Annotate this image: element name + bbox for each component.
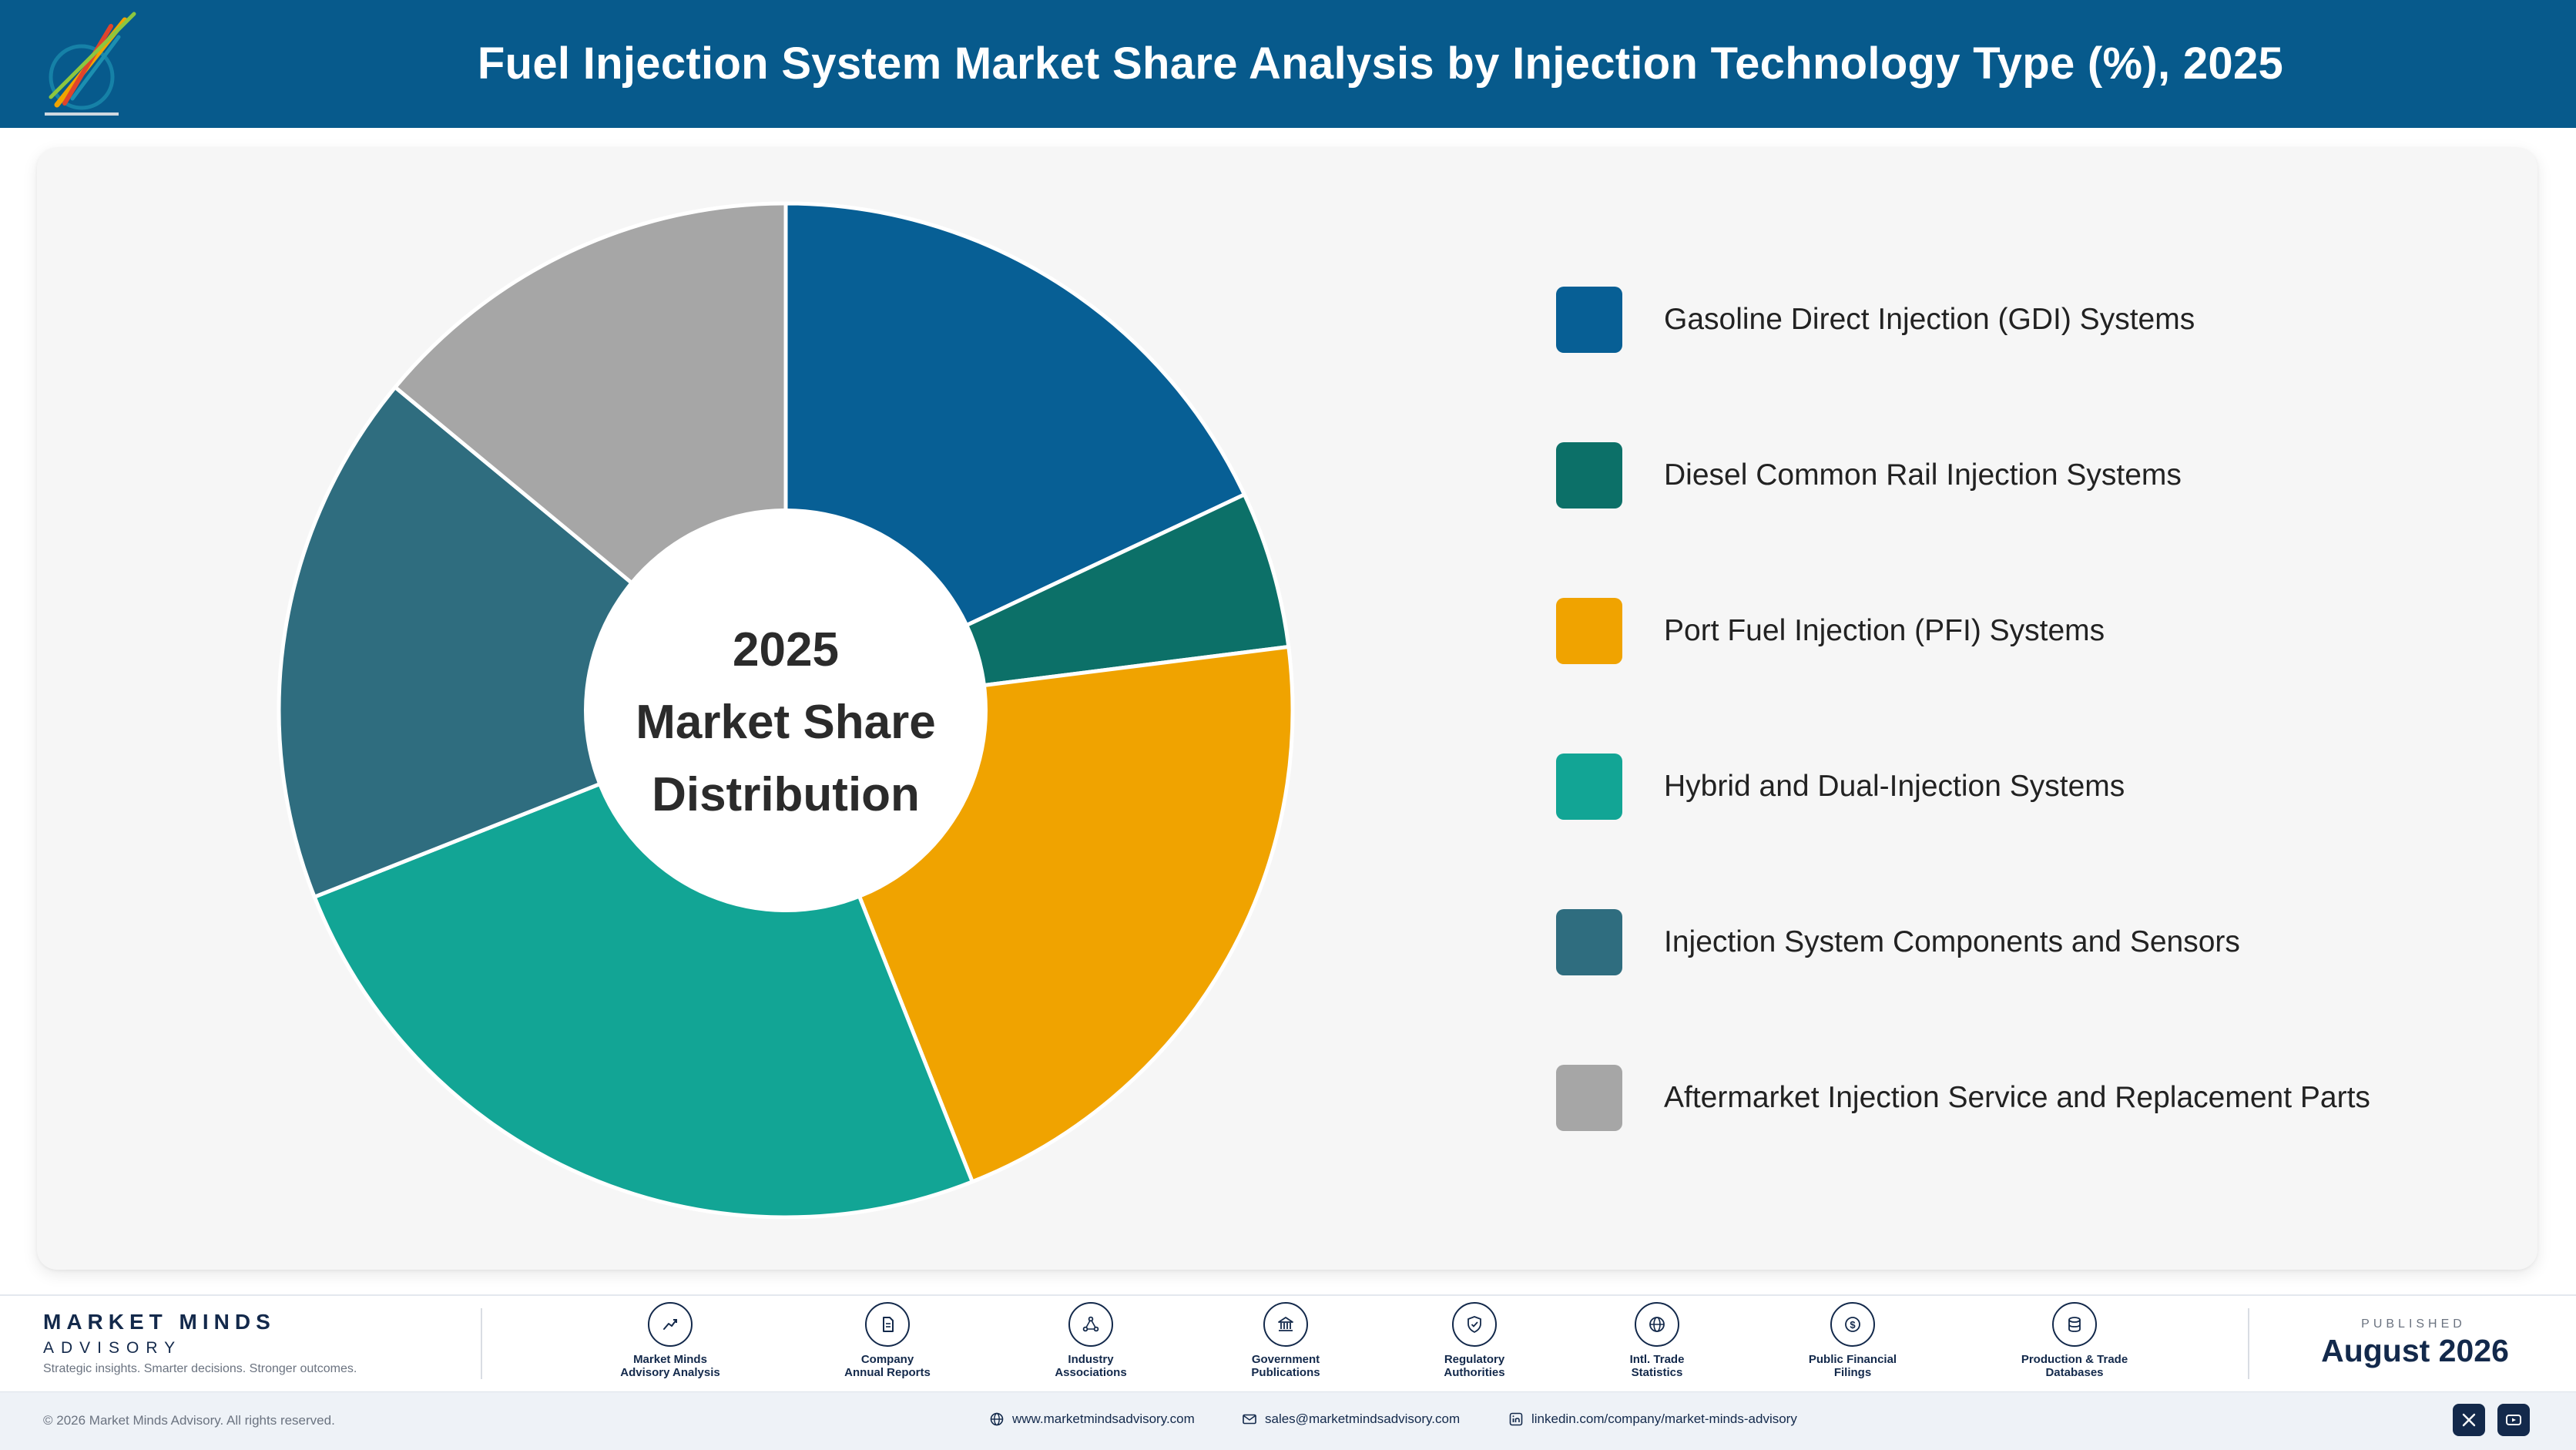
legend-label: Aftermarket Injection Service and Replac…	[1664, 1081, 2370, 1114]
globe-icon	[990, 1412, 1004, 1426]
mail-icon	[1243, 1414, 1256, 1425]
published-label: PUBLISHED	[2361, 1317, 2466, 1331]
source-label: Public Financial Filings	[1808, 1353, 1897, 1379]
footer-brand-tagline: Strategic insights. Smarter decisions. S…	[43, 1362, 357, 1375]
source-label: Government Publications	[1251, 1353, 1320, 1379]
dollar-coin-icon: $	[1830, 1302, 1875, 1347]
database-icon	[2052, 1302, 2097, 1347]
website-link[interactable]: www.marketmindsadvisory.com	[989, 1411, 1195, 1427]
legend-swatch	[1556, 754, 1622, 820]
source-item: Intl. Trade Statistics	[1557, 1302, 1757, 1379]
source-label: Regulatory Authorities	[1444, 1353, 1505, 1379]
linkedin-text: linkedin.com/company/market-minds-adviso…	[1531, 1411, 1797, 1426]
network-icon	[1068, 1302, 1113, 1347]
source-item: Production & Trade Databases	[1974, 1302, 2175, 1379]
legend-item: Port Fuel Injection (PFI) Systems	[1556, 598, 2480, 666]
source-item: Industry Associations	[991, 1302, 1191, 1379]
legend-swatch	[1556, 909, 1622, 975]
source-label: Company Annual Reports	[844, 1353, 931, 1379]
source-label: Production & Trade Databases	[2021, 1353, 2128, 1379]
x-logo-icon	[2462, 1413, 2476, 1427]
legend-label: Port Fuel Injection (PFI) Systems	[1664, 614, 2105, 647]
source-item: Market Minds Advisory Analysis	[570, 1302, 770, 1379]
footer-divider	[2248, 1308, 2249, 1379]
trend-chart-icon	[648, 1302, 693, 1347]
legend-swatch	[1556, 442, 1622, 509]
linkedin-icon	[1509, 1412, 1523, 1426]
legend-item: Hybrid and Dual-Injection Systems	[1556, 754, 2480, 821]
legend-label: Diesel Common Rail Injection Systems	[1664, 458, 2182, 492]
footer-brand-sub: ADVISORY	[43, 1339, 183, 1357]
legend-swatch	[1556, 287, 1622, 353]
legend-swatch	[1556, 1065, 1622, 1131]
legend-label: Gasoline Direct Injection (GDI) Systems	[1664, 303, 2195, 336]
legend-label: Injection System Components and Sensors	[1664, 925, 2240, 958]
legend-item: Diesel Common Rail Injection Systems	[1556, 442, 2480, 510]
youtube-icon	[2506, 1415, 2521, 1425]
legend-swatch	[1556, 598, 1622, 664]
linkedin-link[interactable]: linkedin.com/company/market-minds-adviso…	[1508, 1411, 1797, 1427]
legend-label: Hybrid and Dual-Injection Systems	[1664, 770, 2125, 803]
source-label: Market Minds Advisory Analysis	[620, 1353, 720, 1379]
legend-item: Aftermarket Injection Service and Replac…	[1556, 1065, 2480, 1133]
source-label: Industry Associations	[1055, 1353, 1127, 1379]
svg-text:$: $	[1850, 1319, 1856, 1331]
source-label: Intl. Trade Statistics	[1629, 1353, 1685, 1379]
government-building-icon	[1263, 1302, 1308, 1347]
company-logo	[45, 12, 136, 116]
header-bar: Fuel Injection System Market Share Analy…	[0, 0, 2576, 128]
source-item: Government Publications	[1186, 1302, 1386, 1379]
source-item: $ Public Financial Filings	[1753, 1302, 1953, 1379]
source-item: Company Annual Reports	[787, 1302, 988, 1379]
website-text: www.marketmindsadvisory.com	[1012, 1411, 1195, 1426]
footer-brand-name: MARKET MINDS	[43, 1310, 276, 1334]
globe-icon	[1635, 1302, 1679, 1347]
youtube-social-button[interactable]	[2497, 1404, 2530, 1436]
footer-divider	[481, 1308, 482, 1379]
legend-item: Injection System Components and Sensors	[1556, 909, 2480, 977]
shield-check-icon	[1452, 1302, 1497, 1347]
email-text: sales@marketmindsadvisory.com	[1265, 1411, 1461, 1426]
published-date: August 2026	[2321, 1333, 2509, 1368]
legend-item: Gasoline Direct Injection (GDI) Systems	[1556, 287, 2480, 354]
footer-bottom-bar	[0, 1391, 2576, 1450]
email-link[interactable]: sales@marketmindsadvisory.com	[1242, 1411, 1460, 1427]
x-social-button[interactable]	[2453, 1404, 2485, 1436]
page-title: Fuel Injection System Market Share Analy…	[477, 39, 2284, 89]
source-item: Regulatory Authorities	[1374, 1302, 1575, 1379]
document-icon	[865, 1302, 910, 1347]
copyright-text: © 2026 Market Minds Advisory. All rights…	[43, 1413, 335, 1428]
